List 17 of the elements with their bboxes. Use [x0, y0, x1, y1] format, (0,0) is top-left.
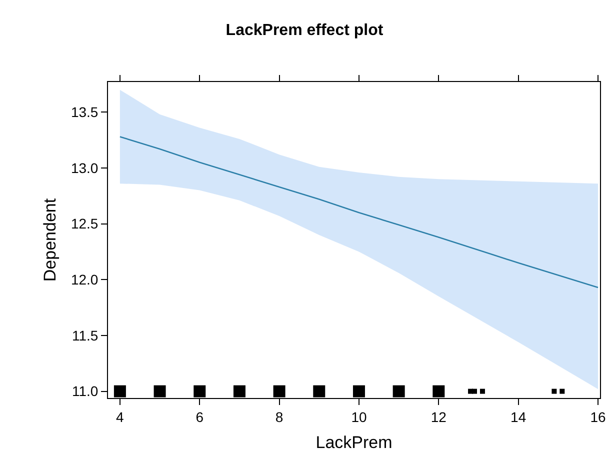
line-series [119, 136, 599, 288]
y-tick-label: 13.0 [70, 160, 98, 176]
x-tick-label: 14 [510, 408, 526, 425]
chart-title: LackPrem effect plot [226, 22, 384, 39]
x-tick-label: 8 [275, 408, 284, 425]
y-tick-label: 12.5 [70, 216, 98, 232]
x-axis-title: LackPrem [316, 433, 392, 452]
y-tick-label: 11.5 [72, 327, 98, 344]
y-tick-label: 11.0 [72, 383, 98, 400]
y-tick-label: 13.5 [70, 104, 98, 120]
x-tick-label: 4 [116, 408, 124, 425]
y-tick-label: 12.0 [70, 272, 98, 288]
x-tick-label: 6 [196, 408, 204, 425]
x-tick-label: 10 [351, 408, 367, 425]
x-tick-label: 12 [430, 408, 447, 425]
x-tick-label: 16 [590, 408, 606, 425]
y-axis-title: Dependent [40, 198, 60, 282]
